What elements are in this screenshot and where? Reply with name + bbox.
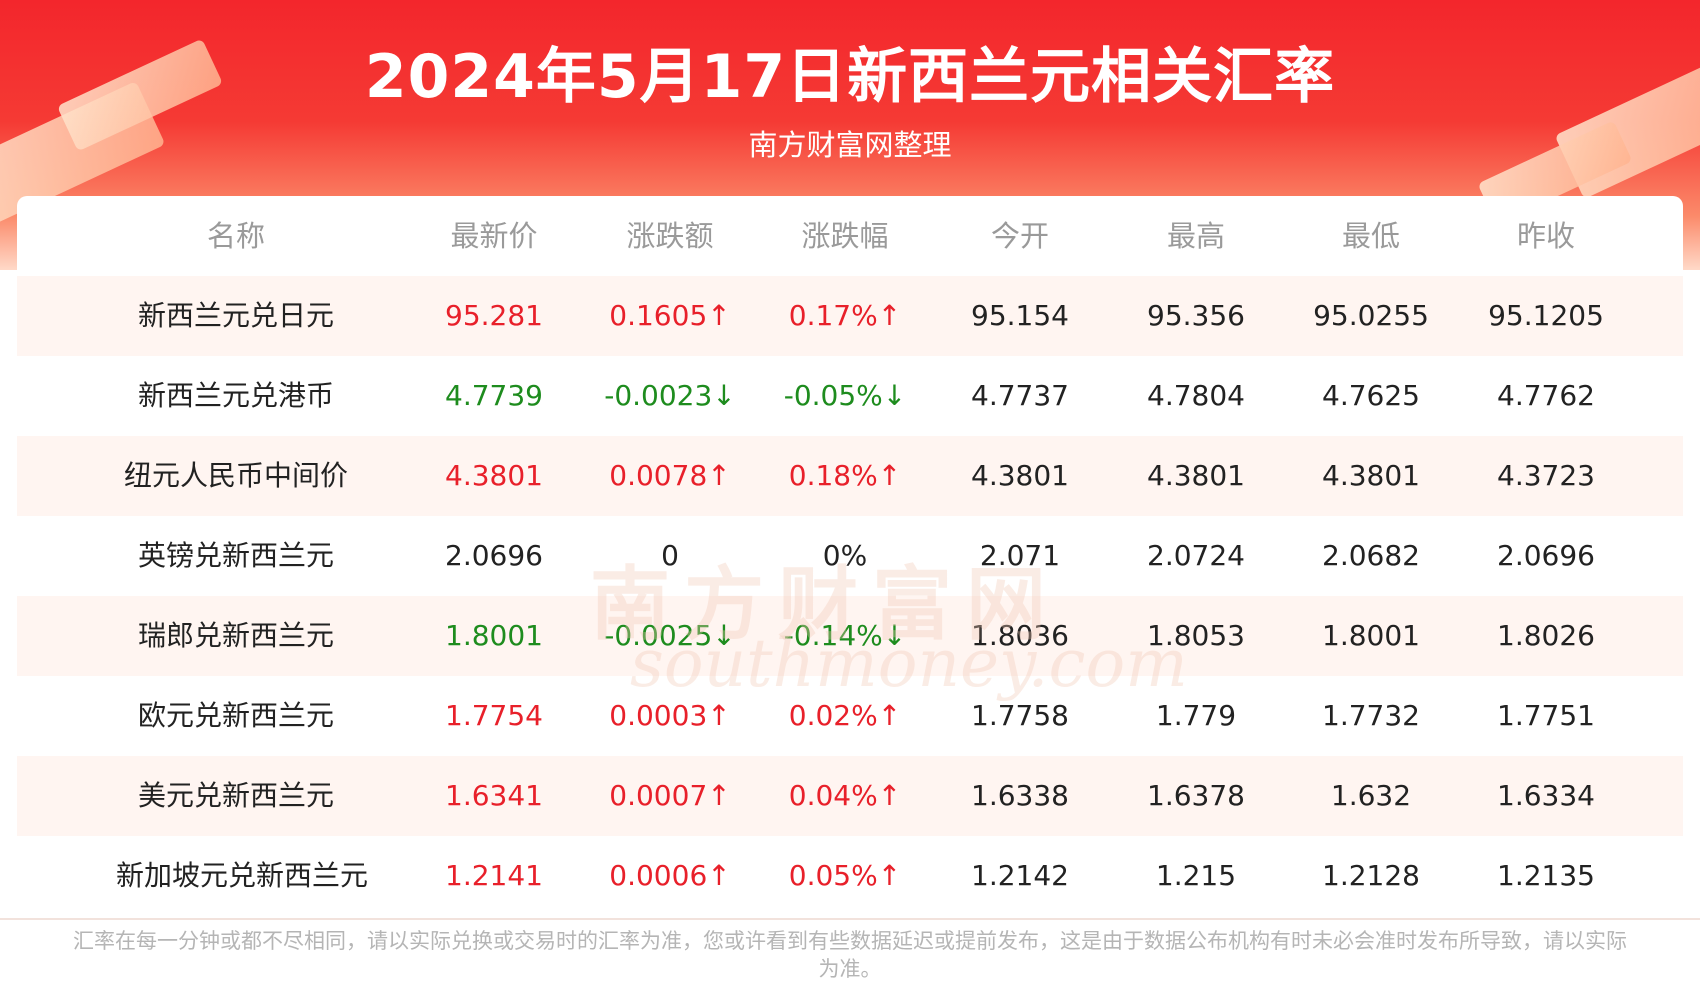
table-cell: 1.2142 bbox=[971, 859, 1069, 892]
table-cell: 0.1605↑ bbox=[609, 299, 731, 332]
table-cell: 0.18%↑ bbox=[788, 459, 902, 492]
row-name: 瑞郎兑新西兰元 bbox=[137, 619, 334, 652]
table-cell: 0 bbox=[661, 539, 679, 572]
row-name: 英镑兑新西兰元 bbox=[137, 539, 334, 572]
table-cell: 0.0007↑ bbox=[609, 779, 731, 812]
table-cell: 1.6334 bbox=[1497, 779, 1595, 812]
table-cell: 0.02%↑ bbox=[788, 699, 902, 732]
table-cell: 4.3801 bbox=[445, 459, 543, 492]
table-cell: 0.05%↑ bbox=[788, 859, 902, 892]
table-cell: 1.6338 bbox=[971, 779, 1069, 812]
table-cell: 0.0006↑ bbox=[609, 859, 731, 892]
table-cell: 0.04%↑ bbox=[788, 779, 902, 812]
table-cell: 95.356 bbox=[1147, 299, 1245, 332]
table-cell: 2.0696 bbox=[445, 539, 543, 572]
table-cell: 1.6341 bbox=[445, 779, 543, 812]
table-cell: 0.17%↑ bbox=[788, 299, 902, 332]
table-cell: -0.0025↓ bbox=[604, 619, 736, 652]
watermark: 南方财富网 bbox=[590, 558, 1060, 651]
table-cell: 1.8036 bbox=[971, 619, 1069, 652]
table-cell: 1.2135 bbox=[1497, 859, 1595, 892]
table-cell: 1.2141 bbox=[445, 859, 543, 892]
table-cell: 1.8053 bbox=[1147, 619, 1245, 652]
table-cell: 95.154 bbox=[971, 299, 1069, 332]
footnote: 汇率在每一分钟或都不尽相同，请以实际兑换或交易时的汇率为准，您或许看到有些数据延… bbox=[73, 929, 1627, 981]
table-cell: -0.0023↓ bbox=[604, 379, 736, 412]
table-cell: 1.215 bbox=[1155, 859, 1237, 892]
column-header: 名称 bbox=[206, 219, 265, 253]
table-cell: 1.6378 bbox=[1147, 779, 1245, 812]
table-cell: 95.1205 bbox=[1488, 299, 1604, 332]
column-header: 最新价 bbox=[450, 219, 538, 253]
table-row bbox=[17, 516, 1683, 596]
table-cell: 0.0078↑ bbox=[609, 459, 731, 492]
column-header: 涨跌幅 bbox=[801, 219, 889, 253]
table-cell: 4.3801 bbox=[1147, 459, 1245, 492]
table-cell: 1.7732 bbox=[1322, 699, 1420, 732]
table-cell: 4.7804 bbox=[1147, 379, 1245, 412]
table-row bbox=[17, 356, 1683, 436]
column-header: 涨跌额 bbox=[626, 219, 714, 253]
row-name: 新西兰元兑港币 bbox=[137, 379, 334, 412]
table-cell: 95.281 bbox=[445, 299, 543, 332]
row-name: 欧元兑新西兰元 bbox=[137, 699, 334, 732]
table-cell: 95.0255 bbox=[1313, 299, 1429, 332]
table-cell: 1.2128 bbox=[1322, 859, 1420, 892]
row-name: 新西兰元兑日元 bbox=[137, 299, 334, 332]
row-name: 美元兑新西兰元 bbox=[137, 779, 334, 812]
table-cell: 4.7625 bbox=[1322, 379, 1420, 412]
table-cell: 4.7737 bbox=[971, 379, 1069, 412]
table-cell: 2.0724 bbox=[1147, 539, 1245, 572]
column-header: 最高 bbox=[1166, 219, 1225, 253]
table-cell: 4.7739 bbox=[445, 379, 543, 412]
table-row bbox=[17, 436, 1683, 516]
table-cell: -0.14%↓ bbox=[783, 619, 907, 652]
table-cell: 4.3801 bbox=[1322, 459, 1420, 492]
table-cell: 1.8001 bbox=[1322, 619, 1420, 652]
row-name: 纽元人民币中间价 bbox=[123, 459, 348, 492]
table-row bbox=[17, 836, 1683, 916]
table-cell: 2.0682 bbox=[1322, 539, 1420, 572]
column-header: 今开 bbox=[990, 219, 1049, 253]
table-cell: 2.0696 bbox=[1497, 539, 1595, 572]
divider bbox=[0, 918, 1700, 920]
table-cell: 1.7751 bbox=[1497, 699, 1595, 732]
table-cell: 4.7762 bbox=[1497, 379, 1595, 412]
table-cell: 1.7754 bbox=[445, 699, 543, 732]
table-cell: 0.0003↑ bbox=[609, 699, 731, 732]
subtitle: 南方财富网整理 bbox=[748, 128, 952, 162]
table-cell: 2.071 bbox=[979, 539, 1061, 572]
table-cell: 1.632 bbox=[1330, 779, 1412, 812]
title: 2024年5月17日新西兰元相关汇率 bbox=[364, 42, 1336, 112]
table-cell: 4.3801 bbox=[971, 459, 1069, 492]
table-row bbox=[17, 676, 1683, 756]
table-cell: 1.8026 bbox=[1497, 619, 1595, 652]
table-row bbox=[17, 756, 1683, 836]
table-cell: 0% bbox=[822, 539, 868, 572]
table-row bbox=[17, 276, 1683, 356]
column-header: 昨收 bbox=[1516, 219, 1575, 253]
row-name: 新加坡元兑新西兰元 bbox=[116, 859, 369, 892]
table-cell: 1.7758 bbox=[971, 699, 1069, 732]
table-cell: 1.8001 bbox=[445, 619, 543, 652]
column-header: 最低 bbox=[1341, 219, 1400, 253]
table-cell: 1.779 bbox=[1155, 699, 1237, 732]
table-cell: 4.3723 bbox=[1497, 459, 1595, 492]
table-cell: -0.05%↓ bbox=[783, 379, 907, 412]
watermark: southmoney.com bbox=[630, 625, 1188, 702]
table-row bbox=[17, 596, 1683, 676]
